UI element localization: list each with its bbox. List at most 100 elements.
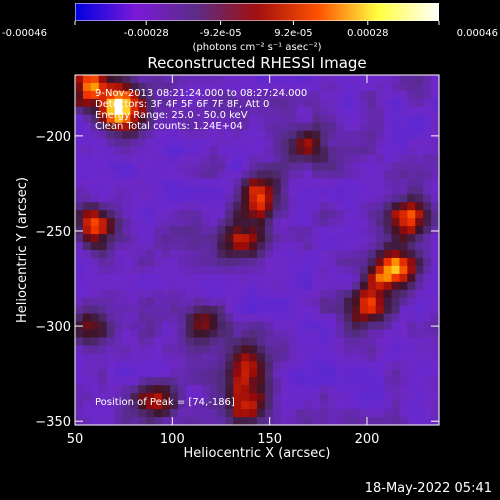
heatmap-cell bbox=[407, 273, 416, 283]
heatmap-cell bbox=[193, 289, 203, 299]
heatmap-cell bbox=[114, 162, 124, 172]
heatmap-cell bbox=[351, 401, 361, 410]
heatmap-cell bbox=[367, 202, 377, 211]
heatmap-cell bbox=[359, 313, 369, 323]
heatmap-cell bbox=[296, 106, 306, 116]
heatmap-cell bbox=[431, 75, 440, 84]
heatmap-cell bbox=[336, 226, 345, 235]
heatmap-cell bbox=[138, 194, 147, 203]
heatmap-cell bbox=[431, 218, 440, 227]
heatmap-cell bbox=[217, 210, 226, 219]
heatmap-cell bbox=[351, 289, 361, 299]
heatmap-cell bbox=[288, 329, 298, 339]
heatmap-cell bbox=[320, 202, 329, 211]
heatmap-cell bbox=[98, 257, 108, 267]
heatmap-cell bbox=[257, 130, 266, 140]
heatmap-cell bbox=[351, 385, 361, 394]
heatmap-cell bbox=[98, 369, 108, 378]
heatmap-cell bbox=[225, 242, 234, 251]
heatmap-cell bbox=[106, 321, 116, 331]
heatmap-cell bbox=[367, 114, 377, 124]
heatmap-cell bbox=[209, 154, 219, 164]
heatmap-cell bbox=[399, 353, 408, 362]
heatmap-cell bbox=[177, 289, 187, 299]
heatmap-cell bbox=[391, 146, 401, 156]
heatmap-cell bbox=[407, 170, 416, 179]
heatmap-cell bbox=[272, 273, 282, 283]
heatmap-cell bbox=[241, 257, 250, 267]
heatmap-cell bbox=[162, 170, 171, 179]
heatmap-cell bbox=[201, 122, 211, 132]
heatmap-cell bbox=[359, 130, 369, 140]
heatmap-cell bbox=[154, 210, 163, 219]
heatmap-cell bbox=[407, 257, 416, 267]
heatmap-cell bbox=[336, 369, 345, 378]
heatmap-cell bbox=[82, 377, 92, 386]
heatmap-cell bbox=[154, 377, 163, 386]
heatmap-cell bbox=[391, 273, 401, 283]
heatmap-cell bbox=[130, 162, 139, 172]
heatmap-cell bbox=[90, 234, 100, 243]
heatmap-cell bbox=[201, 361, 211, 370]
heatmap-cell bbox=[169, 130, 179, 140]
heatmap-cell bbox=[169, 393, 179, 402]
heatmap-cell bbox=[415, 114, 424, 124]
heatmap-cell bbox=[272, 417, 282, 426]
heatmap-cell bbox=[296, 281, 306, 291]
heatmap-cell bbox=[320, 345, 329, 354]
heatmap-cell bbox=[98, 321, 108, 331]
heatmap-cell bbox=[375, 345, 385, 354]
heatmap-cell bbox=[154, 321, 163, 331]
heatmap-cell bbox=[169, 257, 179, 267]
heatmap-cell bbox=[225, 401, 234, 410]
heatmap-cell bbox=[296, 385, 306, 394]
heatmap-cell bbox=[359, 210, 369, 219]
heatmap-cell bbox=[351, 234, 361, 243]
heatmap-cell bbox=[351, 114, 361, 124]
heatmap-cell bbox=[375, 218, 385, 227]
heatmap-cell bbox=[217, 393, 226, 402]
heatmap-cell bbox=[272, 218, 282, 227]
heatmap-cell bbox=[201, 130, 211, 140]
heatmap-cell bbox=[185, 265, 195, 275]
heatmap-cell bbox=[391, 226, 401, 235]
heatmap-cell bbox=[257, 409, 266, 418]
heatmap-cell bbox=[367, 353, 377, 362]
heatmap-cell bbox=[344, 345, 353, 354]
heatmap-cell bbox=[169, 218, 179, 227]
heatmap-cell bbox=[75, 178, 84, 187]
heatmap-cell bbox=[138, 146, 147, 156]
heatmap-cell bbox=[154, 178, 163, 187]
heatmap-cell bbox=[359, 82, 369, 92]
heatmap-cell bbox=[272, 75, 282, 84]
heatmap-cell bbox=[193, 234, 203, 243]
heatmap-cell bbox=[106, 82, 116, 92]
y-tick-label: −350 bbox=[35, 415, 71, 430]
heatmap-cell bbox=[90, 401, 100, 410]
heatmap-cell bbox=[154, 250, 163, 259]
footer-datetime: 18-May-2022 05:41 bbox=[364, 481, 492, 496]
heatmap-cell bbox=[241, 385, 250, 394]
heatmap-cell bbox=[201, 75, 211, 84]
heatmap-cell bbox=[391, 82, 401, 92]
heatmap-cell bbox=[359, 138, 369, 148]
heatmap-cell bbox=[399, 178, 408, 187]
heatmap-cell bbox=[130, 289, 139, 299]
heatmap-cell bbox=[154, 409, 163, 418]
heatmap-cell bbox=[375, 194, 385, 203]
heatmap-cell bbox=[90, 98, 100, 108]
heatmap-cell bbox=[193, 257, 203, 267]
heatmap-cell bbox=[431, 146, 440, 156]
heatmap-cell bbox=[383, 226, 393, 235]
heatmap-cell bbox=[225, 353, 234, 362]
heatmap-cell bbox=[375, 353, 385, 362]
heatmap-cell bbox=[257, 194, 266, 203]
heatmap-cell bbox=[209, 90, 219, 100]
heatmap-cell bbox=[257, 393, 266, 402]
heatmap-cell bbox=[114, 273, 124, 283]
heatmap-cell bbox=[90, 265, 100, 275]
heatmap-cell bbox=[336, 82, 345, 92]
heatmap-cell bbox=[106, 313, 116, 323]
heatmap-cell bbox=[351, 297, 361, 307]
heatmap-cell bbox=[82, 337, 92, 347]
